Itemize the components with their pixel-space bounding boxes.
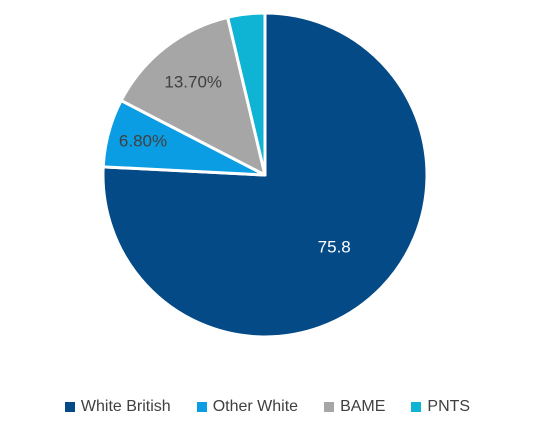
chart-legend: White British Other White BAME PNTS	[0, 398, 535, 416]
legend-label: PNTS	[427, 398, 471, 415]
legend-swatch	[196, 402, 207, 412]
legend-item-white-british: White British	[64, 398, 171, 416]
legend-item-pnts: PNTS	[411, 398, 470, 416]
pie-chart: 75.8 6.80% 13.70%	[101, 11, 429, 339]
data-label-white-british: 75.8	[318, 237, 351, 256]
pie-slice-bame	[119, 15, 267, 177]
legend-label: BAME	[340, 398, 386, 415]
data-label-other-white: 6.80%	[119, 132, 167, 151]
data-label-bame: 13.70%	[164, 73, 222, 92]
legend-label: Other White	[212, 398, 299, 415]
legend-label: White British	[80, 398, 171, 415]
pie-data-labels: 75.8 6.80% 13.70%	[119, 73, 351, 257]
legend-item-bame: BAME	[324, 398, 385, 416]
legend-swatch	[324, 402, 335, 412]
legend-swatch	[64, 402, 75, 412]
legend-item-other-white: Other White	[196, 398, 299, 416]
pie-slice-pnts	[226, 11, 267, 177]
pie-slices	[101, 11, 429, 339]
legend-swatch	[411, 402, 422, 412]
